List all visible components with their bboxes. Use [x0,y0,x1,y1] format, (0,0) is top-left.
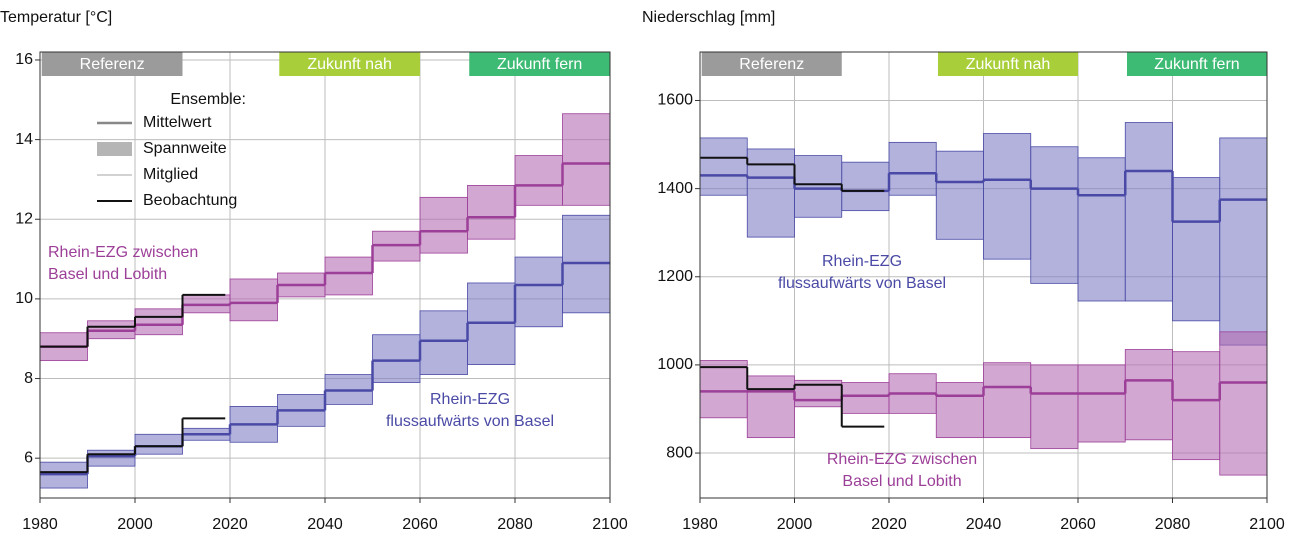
y-tick-label: 8 [24,370,33,387]
y-tick-label: 16 [15,51,33,68]
period-label: Referenz [80,56,145,73]
range-box [746,148,795,238]
x-tick-label: 2100 [1249,516,1285,533]
y-tick-label: 1200 [657,268,693,285]
chart-title: Temperatur [°C] [0,9,112,26]
x-tick-label: 2060 [402,516,438,533]
range-box [699,137,748,196]
range-box [1219,331,1268,476]
range-box [841,161,890,212]
range-box [1124,349,1173,441]
range-box [229,278,278,322]
legend-label: Mittelwert [143,114,212,131]
legend-label: Spannweite [143,140,227,157]
x-tick-label: 2020 [871,516,907,533]
range-box [1077,157,1126,302]
legend-title: Ensemble: [170,91,246,108]
range-box [935,382,984,439]
region-label: Rhein-EZG zwischen [48,244,198,261]
range-box [1030,146,1079,284]
x-tick-label: 1980 [682,516,718,533]
period-label: Zukunft nah [966,56,1051,73]
period-label: Zukunft nah [307,56,392,73]
chart-title: Niederschlag [mm] [642,9,775,26]
range-box [983,362,1032,439]
range-box [841,382,890,414]
range-box [699,360,748,419]
region-label: Rhein-EZG [430,391,510,408]
range-box [467,185,516,240]
region-label: Basel und Lobith [48,266,167,283]
range-box [888,141,937,196]
range-box [746,375,795,439]
range-box [935,150,984,240]
x-tick-label: 1980 [22,516,58,533]
range-box [419,310,468,375]
region-label: flussaufwärts von Basel [778,275,946,292]
range-box [1172,177,1221,322]
plot-frame [699,51,1268,499]
y-tick-label: 800 [666,444,693,461]
range-box [514,155,563,206]
region-label: Rhein-EZG [822,253,902,270]
y-tick-label: 1400 [657,180,693,197]
legend-symbol [97,142,132,156]
legend-label: Beobachtung [143,192,237,209]
x-tick-label: 2080 [497,516,533,533]
range-box [1124,122,1173,302]
period-label: Zukunft fern [1154,56,1239,73]
legend-label: Mitglied [143,166,198,183]
y-tick-label: 1000 [657,356,693,373]
y-tick-label: 6 [24,449,33,466]
period-box [1126,52,1267,76]
region-label: Rhein-EZG zwischen [827,451,977,468]
range-box [87,449,136,467]
x-tick-label: 2040 [966,516,1002,533]
y-tick-label: 10 [15,290,33,307]
x-tick-label: 2000 [117,516,153,533]
range-box [324,256,373,296]
range-box [514,256,563,328]
x-tick-label: 2040 [307,516,343,533]
period-label: Zukunft fern [497,56,582,73]
region-label: flussaufwärts von Basel [386,413,554,430]
range-box [1030,364,1079,450]
period-box [701,52,842,76]
x-tick-label: 2020 [212,516,248,533]
x-tick-label: 2100 [592,516,628,533]
range-box [134,433,183,455]
plot-frame [39,51,611,499]
period-box [279,52,420,76]
y-tick-label: 14 [15,131,33,148]
range-box [134,308,183,336]
period-box [41,52,183,76]
range-box [372,334,421,383]
range-box [419,196,468,254]
range-box [983,133,1032,260]
period-label: Referenz [739,56,804,73]
range-box [1077,364,1126,443]
range-box [794,155,843,218]
x-tick-label: 2000 [777,516,813,533]
range-box [562,113,611,206]
region-label: Basel und Lobith [842,473,961,490]
y-tick-label: 12 [15,210,33,227]
range-box [1219,137,1268,346]
x-tick-label: 2060 [1060,516,1096,533]
x-tick-label: 2080 [1155,516,1191,533]
y-tick-label: 1600 [657,92,693,109]
period-box [937,52,1078,76]
period-box [469,52,610,76]
range-box [1172,351,1221,461]
